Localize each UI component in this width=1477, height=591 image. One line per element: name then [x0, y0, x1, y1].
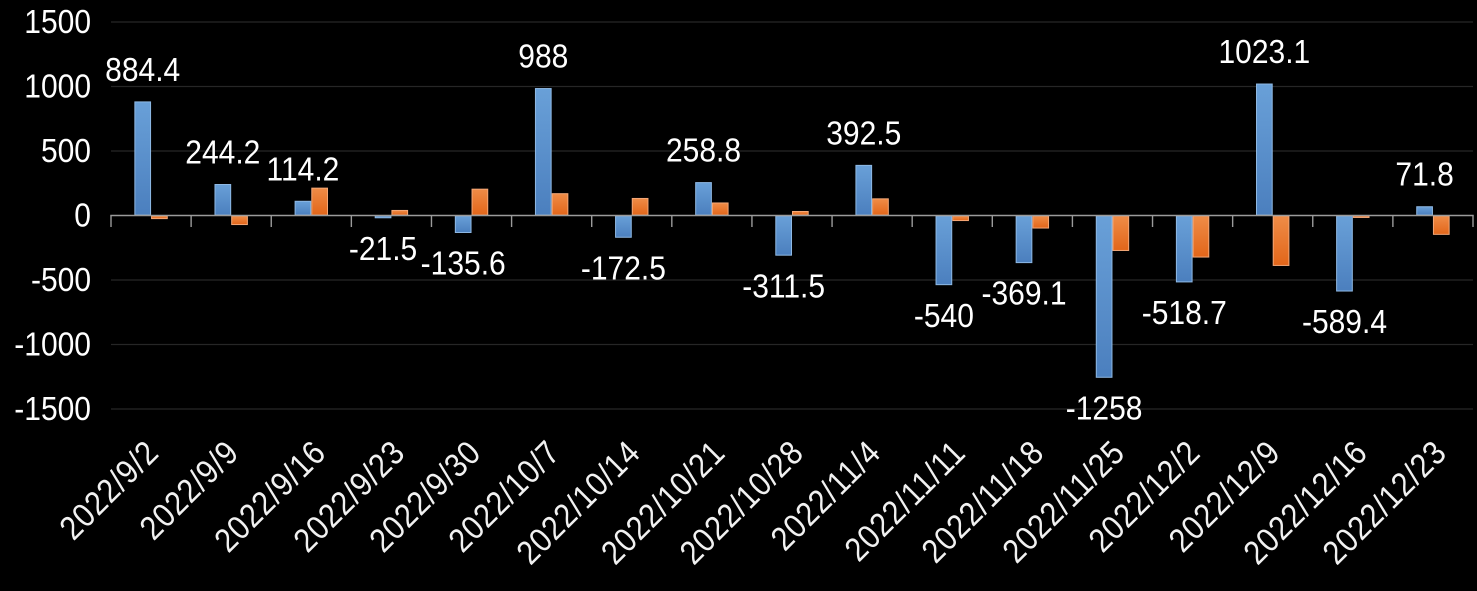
svg-text:0: 0 [74, 196, 91, 234]
svg-text:884.4: 884.4 [105, 50, 180, 88]
svg-text:114.2: 114.2 [267, 150, 340, 188]
svg-text:-500: -500 [31, 260, 91, 298]
svg-text:-1500: -1500 [14, 389, 91, 427]
svg-text:-589.4: -589.4 [1302, 303, 1387, 341]
svg-text:988: 988 [518, 37, 568, 75]
svg-text:1023.1: 1023.1 [1218, 32, 1310, 70]
svg-text:-311.5: -311.5 [742, 267, 825, 305]
svg-text:-1000: -1000 [14, 325, 91, 363]
svg-text:258.8: 258.8 [666, 131, 741, 169]
svg-text:-135.6: -135.6 [421, 244, 506, 282]
svg-text:71.8: 71.8 [1395, 155, 1453, 193]
svg-text:244.2: 244.2 [185, 133, 260, 171]
svg-text:-518.7: -518.7 [1142, 293, 1227, 331]
svg-text:1000: 1000 [24, 67, 91, 105]
svg-text:-1258: -1258 [1066, 389, 1143, 427]
svg-text:-21.5: -21.5 [349, 229, 417, 267]
svg-text:-172.5: -172.5 [581, 249, 666, 287]
svg-text:-540: -540 [914, 296, 974, 334]
svg-text:392.5: 392.5 [826, 114, 901, 152]
svg-text:500: 500 [41, 131, 91, 169]
svg-text:1500: 1500 [24, 2, 91, 40]
svg-text:-369.1: -369.1 [981, 274, 1066, 312]
